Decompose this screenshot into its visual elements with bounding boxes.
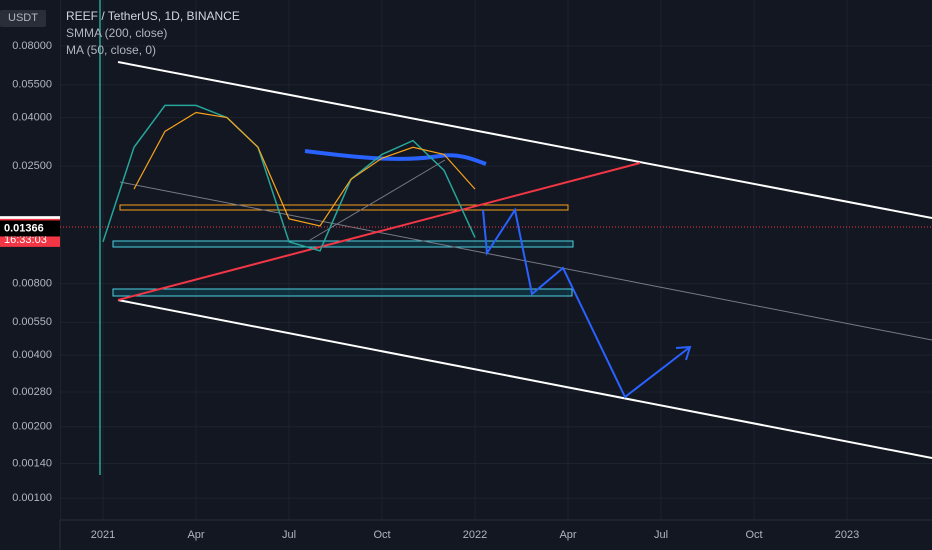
y-tick-label: 0.00800: [12, 278, 52, 290]
zone-box: [112, 288, 573, 297]
x-tick-label: 2022: [463, 529, 487, 541]
x-tick-label: Jul: [654, 529, 668, 541]
x-tick-label: 2021: [91, 529, 115, 541]
y-tick-label: 0.00140: [12, 457, 52, 469]
y-tick-label: 0.00200: [12, 421, 52, 433]
trend-line: [117, 61, 932, 219]
y-tick-label: 0.04000: [12, 111, 52, 123]
projection-arrow: [482, 207, 692, 399]
price-label-box: [0, 220, 60, 237]
chart-title: REEF / TetherUS, 1D, BINANCE: [66, 9, 240, 23]
indicator-label: MA (50, close, 0): [66, 43, 156, 57]
countdown: 16:33:03: [4, 234, 47, 246]
trend-line: [117, 299, 932, 459]
x-tick-label: Oct: [373, 529, 390, 541]
zone-box: [119, 204, 569, 211]
series-line: [102, 104, 476, 252]
indicator-label: SMMA (200, close): [66, 26, 167, 40]
y-tick-label: 0.00100: [12, 492, 52, 504]
y-tick-label: 0.00400: [12, 349, 52, 361]
y-tick-label: 0.00280: [12, 386, 52, 398]
unit-box: [0, 10, 46, 27]
x-tick-label: Apr: [559, 529, 576, 541]
y-tick-label: 0.05500: [12, 79, 52, 91]
y-tick-label: 0.02500: [12, 160, 52, 172]
y-tick-label: 0.00550: [12, 316, 52, 328]
axes-layer: 0.08000 0.05500 0.04000 0.02500 0.00800 0.005…: [0, 40, 859, 541]
trend-line: [309, 159, 446, 241]
y-tick-label: 0.08000: [12, 40, 52, 52]
unit-label: USDT: [8, 12, 38, 24]
price-label: 0.01366: [4, 222, 44, 234]
x-tick-label: 2023: [835, 529, 859, 541]
grid: [60, 0, 932, 520]
x-tick-label: Jul: [282, 529, 296, 541]
x-tick-label: Oct: [745, 529, 762, 541]
y-axis-bg: [0, 0, 60, 520]
series-layer: [102, 104, 476, 252]
trend-line: [117, 162, 641, 301]
x-tick-label: Apr: [187, 529, 204, 541]
series-line: [133, 111, 476, 227]
